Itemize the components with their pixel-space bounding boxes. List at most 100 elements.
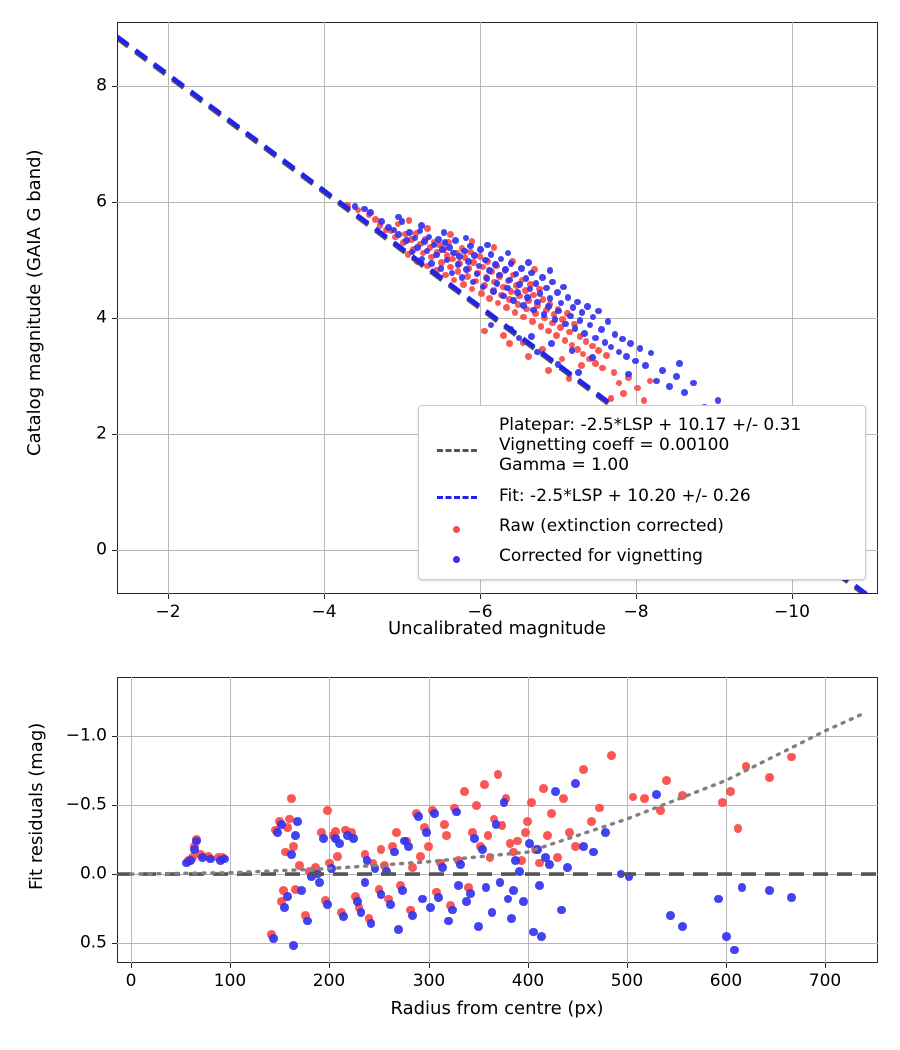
data-point — [408, 862, 418, 872]
data-point — [557, 905, 566, 915]
data-point — [396, 880, 406, 890]
x-tick — [329, 963, 330, 968]
x-tick-label: 100 — [213, 971, 247, 991]
data-point — [364, 913, 374, 923]
data-point — [354, 902, 364, 912]
data-point — [477, 844, 487, 854]
x-tick — [792, 594, 793, 599]
data-point — [594, 803, 604, 813]
data-point — [291, 884, 300, 894]
data-point — [318, 833, 328, 843]
x-tick — [726, 963, 727, 968]
data-point — [334, 839, 344, 849]
data-point — [563, 862, 572, 872]
data-point — [447, 905, 457, 915]
data-point — [479, 780, 489, 789]
data-point — [713, 894, 723, 904]
x-tick-label: −10 — [774, 602, 810, 622]
legend-entry-fit: Fit: -2.5*LSP + 10.20 +/- 0.26 — [431, 486, 751, 506]
data-point — [511, 855, 521, 865]
data-point — [519, 897, 529, 907]
gridline-horizontal — [117, 736, 878, 737]
x-tick — [324, 594, 325, 599]
data-point — [414, 811, 424, 821]
y-tick — [112, 874, 117, 875]
data-point — [725, 787, 735, 796]
x-tick — [230, 963, 231, 968]
data-point — [366, 919, 376, 929]
data-point — [424, 842, 433, 851]
data-point — [426, 902, 435, 912]
data-point — [332, 851, 342, 861]
data-point — [326, 864, 336, 873]
x-tick-label: 400 — [511, 971, 545, 991]
gridline-vertical — [627, 677, 628, 963]
data-point — [189, 844, 199, 854]
legend-entry-platepar: Platepar: -2.5*LSP + 10.17 +/- 0.31 Vign… — [431, 415, 801, 475]
data-point — [438, 862, 447, 872]
data-point — [303, 916, 312, 926]
data-point — [453, 880, 463, 890]
data-point — [416, 851, 425, 861]
data-point — [382, 866, 392, 876]
y-tick-label: 0.0 — [79, 863, 107, 884]
data-point — [509, 886, 519, 896]
data-point — [287, 793, 297, 803]
data-point — [503, 894, 513, 904]
y-tick-label: −0.5 — [65, 794, 107, 815]
x-tick — [131, 963, 132, 968]
data-point — [315, 877, 324, 887]
data-point — [640, 793, 650, 803]
data-point — [289, 941, 298, 951]
data-point — [440, 820, 449, 829]
data-point — [406, 905, 416, 915]
data-point — [578, 764, 588, 774]
y-tick-label: 0 — [96, 539, 107, 560]
y-tick — [112, 805, 117, 806]
data-point — [297, 886, 306, 896]
data-point — [588, 847, 598, 857]
data-point — [301, 911, 310, 920]
data-point — [600, 828, 610, 838]
data-point — [338, 912, 348, 922]
gridline-vertical — [825, 677, 826, 963]
data-point — [394, 924, 404, 934]
data-point — [283, 891, 293, 901]
data-point — [787, 893, 797, 902]
data-point — [515, 866, 525, 876]
data-point — [356, 908, 366, 918]
data-point — [499, 798, 509, 807]
data-point — [586, 817, 596, 827]
data-point — [537, 931, 547, 941]
data-point — [455, 860, 465, 869]
data-point — [527, 798, 537, 807]
x-tick-label: 600 — [709, 971, 743, 991]
data-point — [430, 809, 439, 818]
data-point — [495, 877, 505, 887]
x-tick-label: 200 — [312, 971, 346, 991]
x-axis-label-bottom: Radius from centre (px) — [390, 998, 604, 1019]
x-tick — [627, 963, 628, 968]
magnitude-calibration-plot: −2 −4 −6 −8 −10 0 2 4 6 8 Uncalibrated magnitude … — [24, 22, 878, 638]
x-tick — [480, 594, 481, 599]
y-tick — [112, 318, 117, 319]
data-point — [717, 798, 727, 807]
data-point — [606, 751, 616, 760]
legend-box: Platepar: -2.5*LSP + 10.17 +/- 0.31 Vign… — [418, 405, 866, 580]
data-point — [374, 884, 384, 894]
y-tick — [112, 943, 117, 944]
data-point — [469, 833, 479, 843]
x-tick-label: 0 — [125, 971, 137, 991]
data-point — [578, 842, 588, 851]
data-point — [408, 911, 418, 920]
data-point — [191, 836, 201, 846]
data-point — [491, 820, 501, 829]
data-point — [662, 775, 672, 785]
data-point — [471, 800, 481, 810]
data-point — [570, 778, 580, 788]
data-point — [678, 922, 687, 931]
data-point — [529, 927, 539, 937]
data-point — [459, 787, 469, 796]
x-tick-label: 700 — [808, 971, 842, 991]
